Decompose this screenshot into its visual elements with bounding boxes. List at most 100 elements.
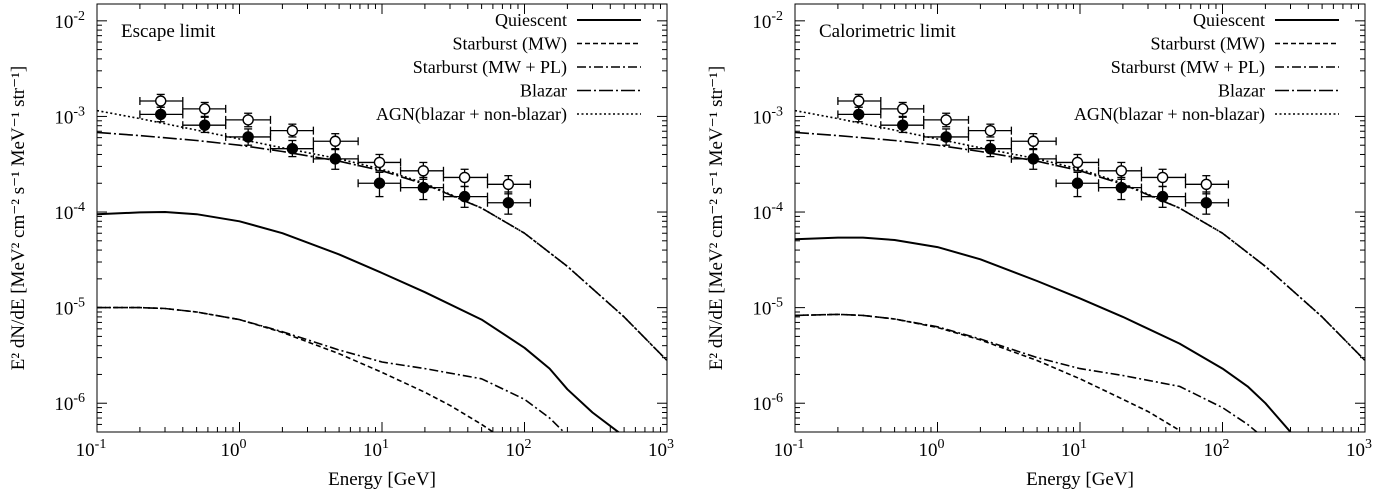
data-point-filled-group: [1097, 176, 1143, 201]
plot-frame: [96, 3, 668, 433]
data-point-open: [1156, 171, 1169, 184]
data-point-open: [329, 135, 341, 147]
escape-limit-panel: 10-1 100 101 102 10310-610-510-410-310-2Ener…: [8, 3, 674, 490]
y-tick-label-exponent: -3: [771, 104, 783, 119]
data-point-open: [502, 178, 515, 191]
data-point-filled: [286, 142, 299, 155]
data-point-filled-group: [486, 191, 532, 215]
data-point-filled: [373, 177, 386, 189]
y-tick-label: 10-5: [54, 296, 85, 320]
data-point-filled: [242, 131, 254, 143]
y-tick-label-exponent: -2: [73, 9, 85, 24]
y-tick-label-mantissa: 10: [752, 299, 771, 320]
calorimetric-limit-panel: 10-1 100 101 102 10310-610-510-410-310-2Ener…: [706, 3, 1372, 490]
panel-title: Calorimetric limit: [819, 21, 956, 42]
data-point-filled: [1027, 153, 1039, 165]
legend-label-starburst-mw: Starburst (MW): [453, 34, 567, 55]
x-tick-label-mantissa: 10: [919, 440, 938, 461]
y-tick-label: 10-5: [752, 296, 783, 320]
data-point-open-group: [1140, 168, 1187, 188]
data-point-open: [286, 124, 299, 137]
data-point-filled: [417, 181, 430, 194]
y-tick-label-exponent: -2: [771, 9, 783, 24]
data-point-open: [1071, 156, 1084, 169]
data-point-filled: [1156, 190, 1169, 203]
data-point-open: [417, 165, 430, 177]
data-point-open: [1200, 178, 1213, 191]
x-tick-label-mantissa: 10: [774, 440, 793, 461]
legend-label-agn-blazar-non-blazar: AGN(blazar + non-blazar): [1074, 104, 1265, 125]
x-tick-label: 102: [1204, 437, 1230, 461]
data-point-open-group: [1097, 161, 1143, 180]
data-point-open-group: [357, 153, 402, 172]
legend-label-blazar: Blazar: [1218, 81, 1265, 101]
x-tick-label-exponent: 0: [240, 437, 247, 452]
y-tick-label-mantissa: 10: [54, 12, 73, 33]
x-tick-label-exponent: 1: [382, 437, 389, 452]
x-axis-title: Energy [GeV]: [1026, 469, 1134, 490]
legend-label-blazar: Blazar: [520, 81, 567, 101]
y-tick-label-exponent: -5: [771, 296, 783, 311]
data-point-open-group: [139, 93, 184, 108]
data-point-filled-group: [269, 139, 315, 158]
x-tick-label: 103: [648, 437, 674, 461]
x-tick-label-mantissa: 10: [648, 440, 667, 461]
legend-label-quiescent: Quiescent: [1193, 10, 1265, 30]
data-point-filled: [1200, 197, 1213, 209]
y-axis-title: E² dN/dE [MeV² cm⁻² s⁻¹ MeV⁻¹ str⁻¹]: [8, 66, 29, 370]
x-tick-label-mantissa: 10: [1204, 440, 1223, 461]
x-tick-label-mantissa: 10: [1346, 440, 1365, 461]
data-point-open-group: [1010, 133, 1057, 150]
data-point-filled-group: [182, 116, 227, 134]
data-point-open: [242, 114, 254, 126]
data-point-open: [984, 124, 997, 137]
data-point-filled-group: [1184, 191, 1230, 215]
data-point-open-group: [880, 101, 925, 118]
series-line-starburst-mw-pl: [97, 306, 565, 432]
x-tick-label-exponent: -1: [95, 437, 107, 452]
y-tick-label-exponent: -5: [73, 296, 85, 311]
data-point-open: [1027, 135, 1039, 147]
x-tick-label: 101: [1061, 437, 1087, 461]
y-tick-label: 10-6: [752, 391, 783, 415]
data-point-open-group: [225, 112, 272, 128]
series-line-starburst-mw-pl: [795, 313, 1258, 432]
y-tick-label-mantissa: 10: [752, 107, 771, 128]
data-point-filled-group: [442, 185, 489, 208]
data-point-filled: [199, 119, 211, 131]
series-line-starburst-mw: [97, 306, 495, 432]
x-tick-label: 100: [919, 437, 945, 461]
data-point-open: [458, 171, 471, 184]
x-tick-label: 10-1: [774, 437, 805, 461]
x-tick-label-exponent: 3: [1365, 437, 1372, 452]
data-point-filled: [940, 131, 952, 143]
data-point-filled-group: [1010, 148, 1057, 170]
data-point-open: [199, 103, 211, 115]
data-point-filled: [984, 142, 997, 155]
data-point-open: [1115, 165, 1128, 177]
y-tick-label-mantissa: 10: [752, 12, 771, 33]
x-tick-label: 101: [363, 437, 389, 461]
data-point-open-group: [269, 123, 315, 138]
plot-area: [795, 93, 1365, 432]
data-point-filled: [502, 197, 515, 209]
x-tick-label-exponent: 2: [1223, 437, 1230, 452]
data-point-filled-group: [880, 116, 925, 134]
x-tick-label-mantissa: 10: [76, 440, 95, 461]
y-tick-label: 10-2: [54, 9, 85, 33]
x-tick-label-exponent: 0: [938, 437, 945, 452]
legend: Quiescent Starburst (MW)Starburst (MW + P…: [376, 10, 641, 125]
data-point-open: [155, 95, 167, 107]
data-point-open-group: [399, 161, 445, 180]
data-point-filled-group: [225, 128, 272, 146]
legend-label-quiescent: Quiescent: [495, 10, 567, 30]
y-tick-label-mantissa: 10: [54, 299, 73, 320]
x-tick-label-exponent: 1: [1080, 437, 1087, 452]
data-point-filled-group: [399, 176, 445, 201]
y-tick-label-mantissa: 10: [54, 107, 73, 128]
data-point-filled: [897, 119, 909, 131]
y-tick-label-mantissa: 10: [752, 203, 771, 224]
data-point-open-group: [182, 101, 227, 118]
y-tick-label: 10-4: [752, 200, 783, 224]
